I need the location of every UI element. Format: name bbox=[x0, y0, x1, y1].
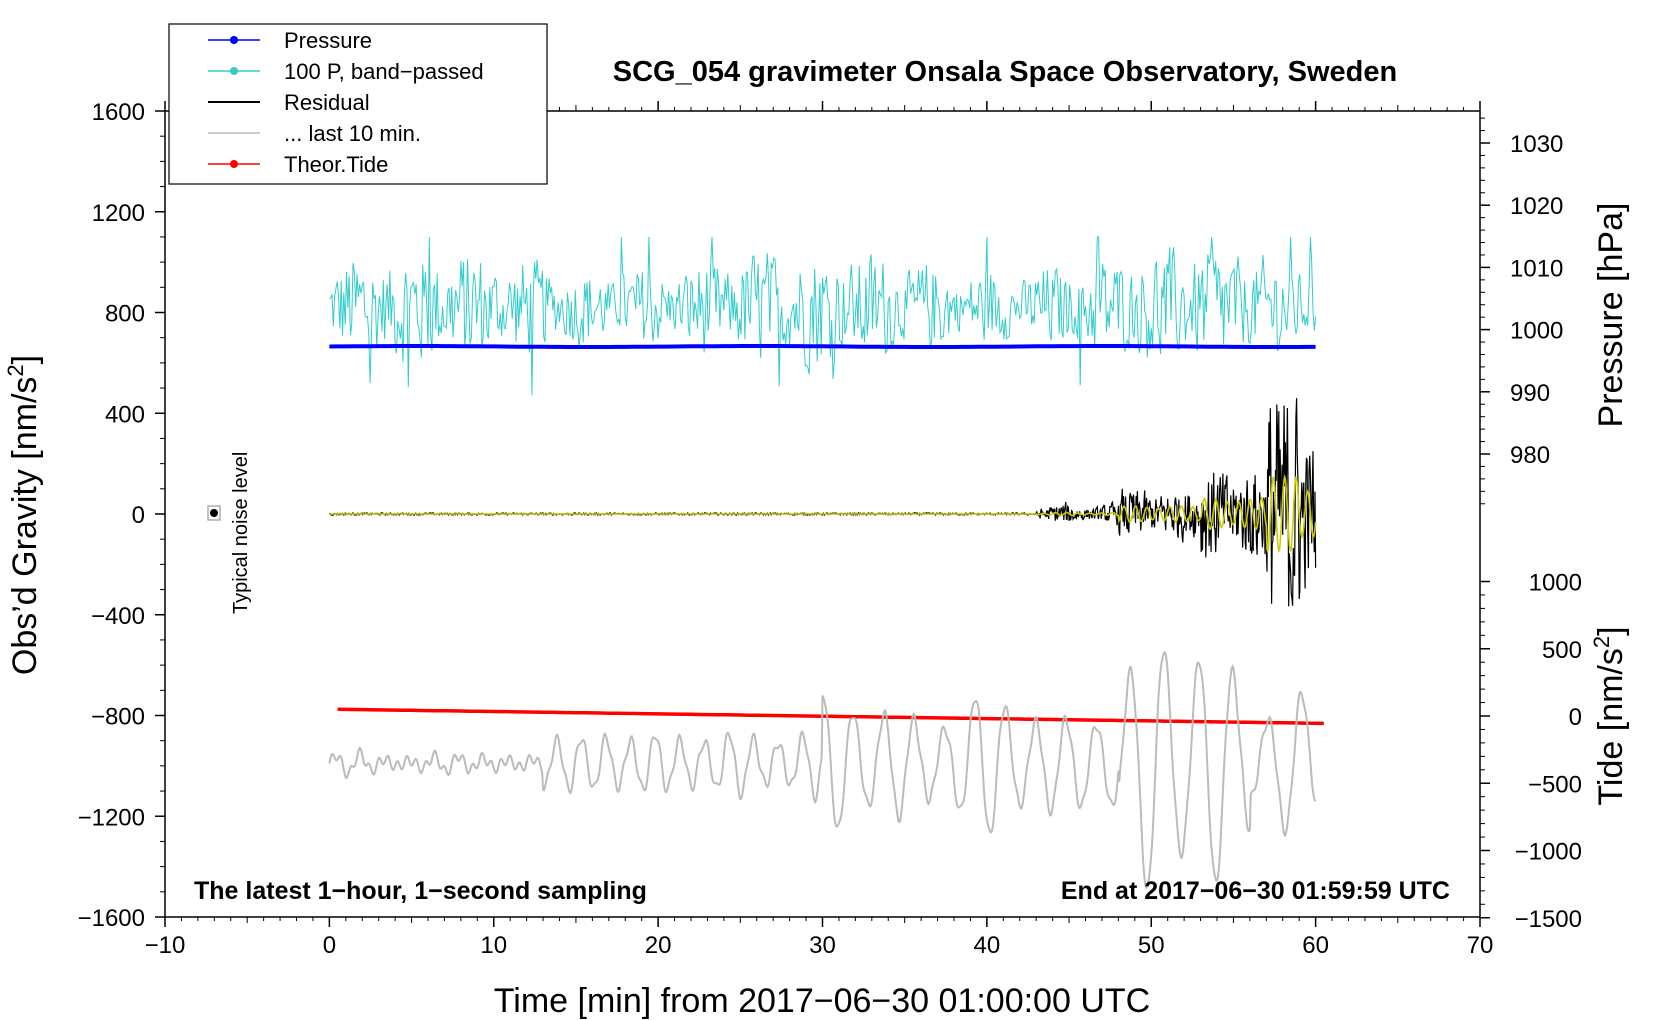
x-tick-label: 30 bbox=[809, 932, 836, 959]
noise-bar bbox=[207, 505, 221, 521]
x-tick-label: 20 bbox=[645, 932, 672, 959]
noise-dot bbox=[210, 509, 218, 517]
tide-tick-label: −1500 bbox=[1515, 906, 1582, 933]
x-tick-label: 70 bbox=[1467, 932, 1494, 959]
noise-label: Typical noise level bbox=[230, 452, 252, 614]
tide-tick-label: −500 bbox=[1528, 771, 1582, 798]
series-group bbox=[328, 236, 1324, 890]
y-axis-title-left-sup: 2 bbox=[3, 364, 28, 376]
x-tick-label: 0 bbox=[323, 932, 336, 959]
series-last-10-min bbox=[328, 650, 1317, 890]
x-tick-label: 40 bbox=[974, 932, 1001, 959]
x-tick-label: 60 bbox=[1302, 932, 1329, 959]
tide-tick-label: 1000 bbox=[1529, 570, 1582, 597]
y-axis-title-tide-sup: 2 bbox=[1589, 636, 1614, 648]
legend-marker bbox=[230, 36, 238, 44]
x-tick-label: 10 bbox=[480, 932, 507, 959]
y-axis-title-tide-text: Tide [nm/s bbox=[1592, 648, 1630, 805]
legend-label: ... last 10 min. bbox=[284, 121, 421, 146]
x-tick-label: 50 bbox=[1138, 932, 1165, 959]
y-tick-label: 1200 bbox=[92, 200, 145, 227]
y-tick-label: 1600 bbox=[92, 99, 145, 126]
legend-marker bbox=[230, 67, 238, 75]
tide-tick-label: 500 bbox=[1542, 637, 1582, 664]
series-theor-tide bbox=[337, 707, 1324, 726]
pressure-tick-label: 990 bbox=[1510, 380, 1550, 407]
y-tick-label: 800 bbox=[105, 301, 145, 328]
y-tick-label: −1600 bbox=[78, 905, 145, 932]
x-axis-title: Time [min] from 2017−06−30 01:00:00 UTC bbox=[494, 982, 1150, 1020]
y-tick-label: 400 bbox=[105, 401, 145, 428]
y-axis-title-left-close: ] bbox=[6, 355, 44, 364]
pressure-tick-label: 980 bbox=[1510, 442, 1550, 469]
series-residual-filtered bbox=[329, 473, 1317, 554]
note-left: The latest 1−hour, 1−second sampling bbox=[194, 877, 647, 905]
tick-group: −10 0 10 20 30 40 50 60 70160012008004000−400−80… bbox=[78, 99, 1582, 959]
y-tick-label: 0 bbox=[132, 502, 145, 529]
series-pressure bbox=[329, 344, 1316, 349]
chart-title: SCG_054 gravimeter Onsala Space Observat… bbox=[613, 56, 1397, 88]
legend-label: 100 P, band−passed bbox=[284, 59, 484, 84]
series-band-passed-pressure bbox=[329, 236, 1317, 396]
y-tick-label: −800 bbox=[91, 704, 145, 731]
y-axis-title-left-text: Obs’d Gravity [nm/s bbox=[6, 377, 44, 676]
y-axis-title-tide-close: ] bbox=[1592, 626, 1630, 635]
legend-label: Theor.Tide bbox=[284, 152, 388, 177]
y-axis-title-pressure: Pressure [hPa] bbox=[1592, 203, 1630, 428]
pressure-tick-label: 1010 bbox=[1510, 255, 1563, 282]
pressure-tick-label: 1020 bbox=[1510, 193, 1563, 220]
pressure-tick-label: 1030 bbox=[1510, 131, 1563, 158]
legend-label: Residual bbox=[284, 90, 370, 115]
tide-tick-label: 0 bbox=[1569, 704, 1582, 731]
tide-tick-label: −1000 bbox=[1515, 839, 1582, 866]
noise-marker bbox=[207, 505, 221, 521]
y-axis-title-tide: Tide [nm/s2] bbox=[1589, 626, 1630, 805]
y-axis-title-left: Obs’d Gravity [nm/s2] bbox=[3, 355, 44, 675]
legend-marker bbox=[230, 160, 238, 168]
legend-label: Pressure bbox=[284, 28, 372, 53]
y-tick-label: −400 bbox=[91, 603, 145, 630]
pressure-tick-label: 1000 bbox=[1510, 318, 1563, 345]
legend-box bbox=[168, 23, 548, 185]
y-tick-label: −1200 bbox=[78, 804, 145, 831]
note-right: End at 2017−06−30 01:59:59 UTC bbox=[1061, 877, 1450, 905]
x-tick-label: −10 bbox=[145, 932, 186, 959]
legend: Pressure 100 P, band−passed Residual ... la… bbox=[168, 23, 548, 185]
